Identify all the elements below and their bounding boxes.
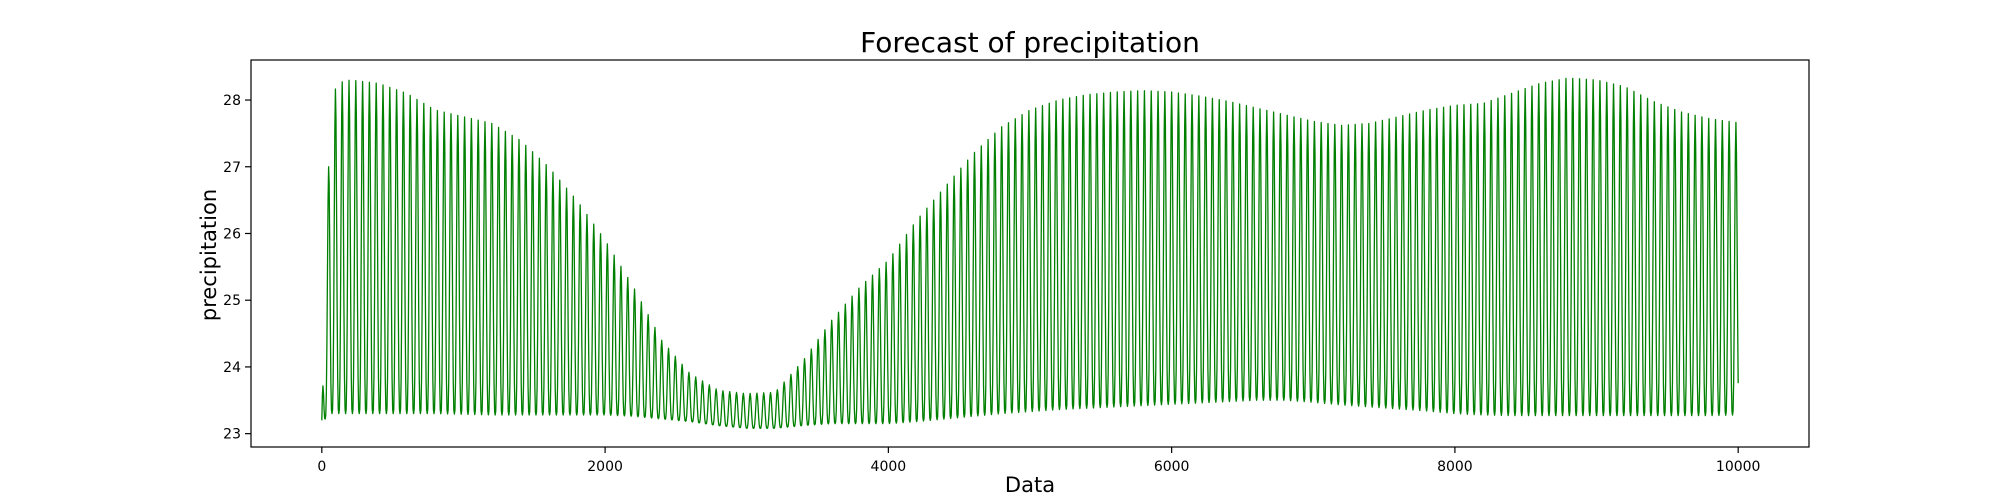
x-axis: 0 2000 4000 6000 8000 10000 bbox=[317, 447, 1760, 475]
y-tick-label: 23 bbox=[223, 427, 241, 443]
x-tick-label: 2000 bbox=[587, 459, 623, 475]
y-axis-label: precipitation bbox=[197, 189, 221, 321]
y-tick-label: 24 bbox=[223, 360, 241, 376]
x-tick-label: 0 bbox=[317, 459, 326, 475]
y-tick-label: 28 bbox=[223, 93, 241, 109]
x-tick-label: 8000 bbox=[1437, 459, 1473, 475]
x-tick-label: 4000 bbox=[871, 459, 907, 475]
y-tick-label: 27 bbox=[223, 160, 241, 176]
series-layer bbox=[321, 77, 1739, 429]
y-tick-label: 25 bbox=[223, 293, 241, 309]
y-axis: 23 24 25 26 27 28 bbox=[223, 93, 251, 443]
x-axis-label: Data bbox=[1005, 473, 1055, 497]
x-tick-label: 10000 bbox=[1716, 459, 1761, 475]
chart-title: Forecast of precipitation bbox=[860, 26, 1200, 59]
series-line-0 bbox=[321, 77, 1739, 429]
plot-frame bbox=[250, 59, 1810, 448]
y-tick-label: 26 bbox=[223, 226, 241, 242]
x-tick-label: 6000 bbox=[1154, 459, 1190, 475]
